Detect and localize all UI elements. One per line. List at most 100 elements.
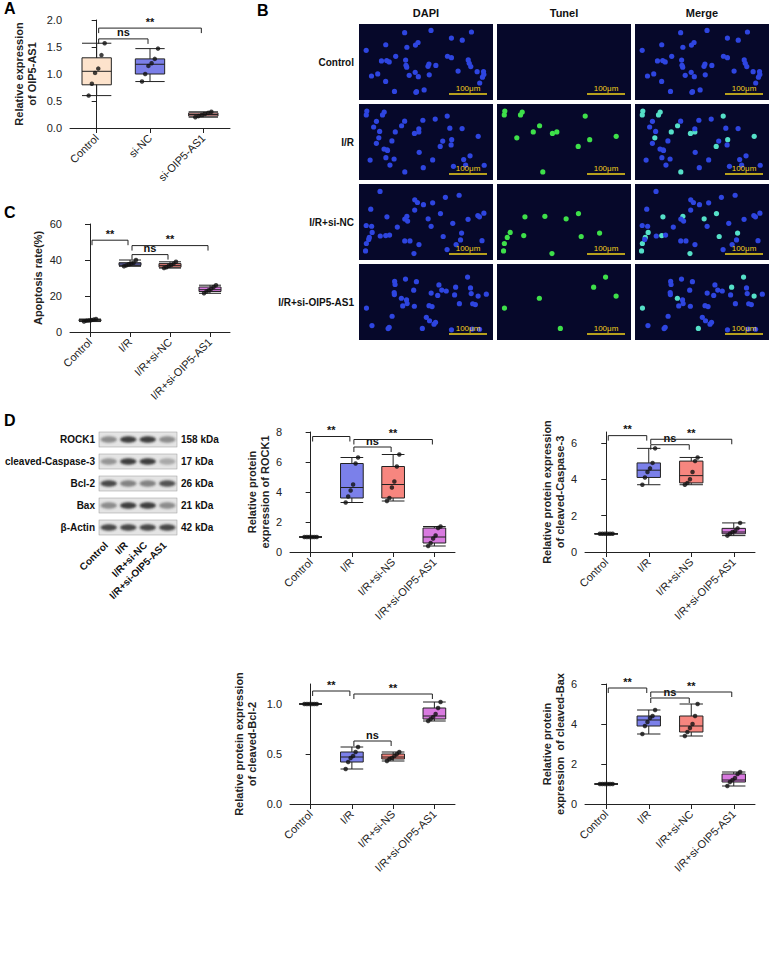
svg-text:**: ** bbox=[106, 228, 115, 240]
svg-text:Bax: Bax bbox=[77, 500, 96, 511]
svg-text:**: ** bbox=[623, 423, 632, 435]
svg-text:D: D bbox=[4, 412, 16, 429]
svg-text:expression of cleaved-Bax: expression of cleaved-Bax bbox=[554, 672, 566, 815]
svg-text:I/R+si-OIP5-AS1: I/R+si-OIP5-AS1 bbox=[373, 808, 439, 874]
svg-text:I/R: I/R bbox=[635, 808, 653, 826]
svg-text:Relative protein: Relative protein bbox=[246, 450, 258, 533]
svg-text:expression of ROCK1: expression of ROCK1 bbox=[259, 435, 271, 548]
svg-text:100μm: 100μm bbox=[594, 164, 619, 173]
svg-text:1.5: 1.5 bbox=[47, 41, 62, 53]
svg-text:2: 2 bbox=[571, 510, 577, 522]
svg-text:Relative protein expression: Relative protein expression bbox=[233, 672, 245, 816]
svg-text:Control: Control bbox=[67, 132, 101, 166]
svg-text:I/R: I/R bbox=[338, 556, 356, 574]
svg-text:Relative protein expression: Relative protein expression bbox=[541, 420, 553, 564]
svg-text:2: 2 bbox=[276, 516, 282, 528]
svg-text:0.0: 0.0 bbox=[267, 798, 282, 810]
svg-text:I/R+si-OIP5-AS1: I/R+si-OIP5-AS1 bbox=[107, 539, 169, 601]
svg-text:Control: Control bbox=[577, 556, 611, 590]
svg-text:42 kDa: 42 kDa bbox=[181, 522, 214, 533]
svg-text:0: 0 bbox=[276, 546, 282, 558]
svg-text:6: 6 bbox=[571, 678, 577, 690]
svg-text:6: 6 bbox=[571, 437, 577, 449]
svg-text:21 kDa: 21 kDa bbox=[181, 500, 214, 511]
svg-text:ns: ns bbox=[366, 435, 379, 447]
svg-text:I/R+si-OIP5-AS1: I/R+si-OIP5-AS1 bbox=[672, 808, 738, 874]
svg-text:I/R: I/R bbox=[635, 556, 653, 574]
svg-text:4: 4 bbox=[571, 718, 577, 730]
svg-text:6: 6 bbox=[276, 456, 282, 468]
svg-text:of cleaved-Caspase-3: of cleaved-Caspase-3 bbox=[554, 436, 566, 549]
svg-text:cleaved-Caspase-3: cleaved-Caspase-3 bbox=[5, 456, 95, 467]
svg-text:si-NC: si-NC bbox=[126, 132, 154, 160]
svg-text:**: ** bbox=[327, 424, 336, 436]
svg-text:I/R: I/R bbox=[116, 336, 134, 354]
svg-text:0: 0 bbox=[571, 546, 577, 558]
svg-text:Apoptosis rate(%): Apoptosis rate(%) bbox=[32, 231, 44, 325]
svg-text:Relative protein: Relative protein bbox=[541, 702, 553, 785]
svg-text:1.0: 1.0 bbox=[267, 698, 282, 710]
svg-text:0.5: 0.5 bbox=[267, 748, 282, 760]
svg-text:I/R+si-NS: I/R+si-NS bbox=[355, 556, 397, 598]
svg-text:**: ** bbox=[389, 682, 398, 694]
svg-text:I/R+si-NC: I/R+si-NC bbox=[653, 808, 695, 850]
svg-text:Control: Control bbox=[281, 556, 315, 590]
svg-text:100μm: 100μm bbox=[732, 324, 757, 333]
svg-text:**: ** bbox=[146, 16, 155, 28]
svg-text:DAPI: DAPI bbox=[413, 7, 439, 19]
svg-text:**: ** bbox=[327, 679, 336, 691]
svg-text:ROCK1: ROCK1 bbox=[60, 434, 95, 445]
svg-text:ns: ns bbox=[664, 432, 677, 444]
svg-text:I/R: I/R bbox=[338, 808, 356, 826]
svg-text:si-OIP5-AS1: si-OIP5-AS1 bbox=[156, 132, 208, 184]
svg-text:Relative expression: Relative expression bbox=[13, 22, 25, 126]
svg-text:40: 40 bbox=[50, 254, 62, 266]
svg-text:Bcl-2: Bcl-2 bbox=[71, 478, 96, 489]
svg-text:C: C bbox=[4, 204, 16, 221]
svg-text:of OIP5-AS1: of OIP5-AS1 bbox=[26, 42, 38, 106]
svg-text:**: ** bbox=[389, 427, 398, 439]
svg-text:4: 4 bbox=[571, 473, 577, 485]
svg-text:I/R+si-NS: I/R+si-NS bbox=[355, 808, 397, 850]
svg-text:60: 60 bbox=[50, 218, 62, 230]
svg-text:100μm: 100μm bbox=[456, 324, 481, 333]
svg-text:100μm: 100μm bbox=[594, 324, 619, 333]
svg-text:I/R+si-NC: I/R+si-NC bbox=[132, 336, 174, 378]
svg-text:17 kDa: 17 kDa bbox=[181, 456, 214, 467]
svg-text:4: 4 bbox=[276, 486, 282, 498]
svg-text:**: ** bbox=[623, 676, 632, 688]
svg-text:I/R+si-NS: I/R+si-NS bbox=[654, 556, 696, 598]
svg-text:A: A bbox=[4, 0, 16, 17]
svg-text:0.5: 0.5 bbox=[47, 95, 62, 107]
svg-text:Control: Control bbox=[577, 808, 611, 842]
svg-text:100μm: 100μm bbox=[732, 244, 757, 253]
svg-text:I/R+si-OIP5-AS1: I/R+si-OIP5-AS1 bbox=[278, 297, 354, 308]
svg-text:I/R: I/R bbox=[341, 137, 355, 148]
svg-text:1.0: 1.0 bbox=[47, 68, 62, 80]
svg-text:of cleaved-Bcl-2: of cleaved-Bcl-2 bbox=[246, 702, 258, 786]
svg-text:2.0: 2.0 bbox=[47, 14, 62, 26]
svg-text:100μm: 100μm bbox=[594, 84, 619, 93]
svg-text:100μm: 100μm bbox=[456, 164, 481, 173]
svg-text:**: ** bbox=[166, 233, 175, 245]
svg-text:0.0: 0.0 bbox=[47, 122, 62, 134]
svg-text:B: B bbox=[257, 2, 269, 19]
svg-text:I/R+si-NC: I/R+si-NC bbox=[309, 217, 354, 228]
svg-text:**: ** bbox=[687, 427, 696, 439]
svg-text:8: 8 bbox=[276, 426, 282, 438]
svg-text:100μm: 100μm bbox=[732, 164, 757, 173]
svg-text:20: 20 bbox=[50, 290, 62, 302]
svg-text:100μm: 100μm bbox=[594, 244, 619, 253]
svg-text:ns: ns bbox=[144, 242, 157, 254]
svg-text:158 kDa: 158 kDa bbox=[181, 434, 219, 445]
svg-text:100μm: 100μm bbox=[456, 84, 481, 93]
svg-text:ns: ns bbox=[366, 729, 379, 741]
svg-text:**: ** bbox=[687, 680, 696, 692]
svg-text:2: 2 bbox=[571, 758, 577, 770]
svg-text:Control: Control bbox=[77, 539, 110, 572]
svg-text:0: 0 bbox=[571, 798, 577, 810]
svg-text:Control: Control bbox=[281, 808, 315, 842]
svg-text:I/R+si-OIP5-AS1: I/R+si-OIP5-AS1 bbox=[373, 556, 439, 622]
svg-text:β-Actin: β-Actin bbox=[61, 522, 95, 533]
svg-text:26 kDa: 26 kDa bbox=[181, 478, 214, 489]
